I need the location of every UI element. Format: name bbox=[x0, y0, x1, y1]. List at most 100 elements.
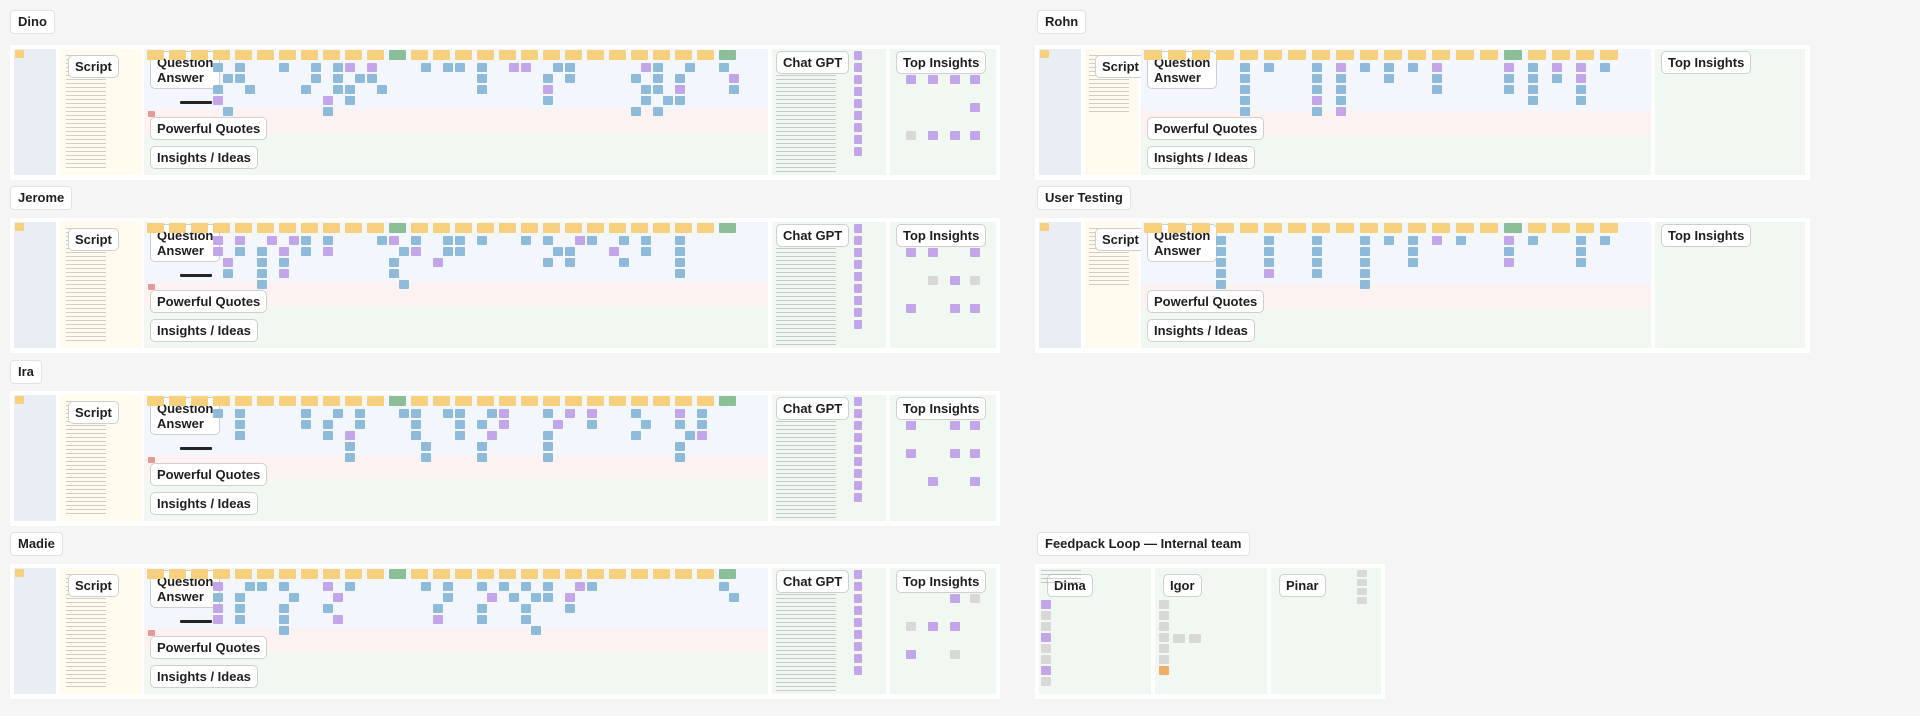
answer-sticky[interactable] bbox=[543, 409, 553, 418]
insight-sticky[interactable] bbox=[970, 421, 980, 430]
answer-sticky[interactable] bbox=[609, 247, 619, 256]
answer-sticky[interactable] bbox=[235, 431, 245, 440]
answer-sticky[interactable] bbox=[433, 604, 443, 613]
question-sticky[interactable] bbox=[697, 569, 714, 579]
answer-sticky[interactable] bbox=[631, 74, 641, 83]
question-sticky[interactable] bbox=[191, 569, 208, 579]
chat-sticky[interactable] bbox=[854, 99, 862, 108]
answer-sticky[interactable] bbox=[213, 96, 223, 105]
question-sticky[interactable] bbox=[1384, 223, 1402, 233]
question-sticky[interactable] bbox=[1192, 223, 1210, 233]
answer-sticky[interactable] bbox=[257, 269, 267, 278]
chat-sticky[interactable] bbox=[854, 618, 862, 627]
answer-sticky[interactable] bbox=[675, 74, 685, 83]
question-sticky[interactable] bbox=[1240, 50, 1258, 60]
insight-sticky[interactable] bbox=[970, 75, 980, 84]
answer-sticky[interactable] bbox=[279, 626, 289, 635]
answer-sticky[interactable] bbox=[477, 63, 487, 72]
insight-sticky[interactable] bbox=[906, 622, 916, 631]
question-sticky[interactable] bbox=[521, 223, 538, 233]
chat-sticky[interactable] bbox=[854, 284, 862, 293]
insight-sticky[interactable] bbox=[950, 594, 960, 603]
answer-sticky[interactable] bbox=[531, 626, 541, 635]
question-sticky[interactable] bbox=[1600, 50, 1618, 60]
insights-ideas-label[interactable]: Insights / Ideas bbox=[150, 665, 258, 688]
answer-sticky[interactable] bbox=[455, 236, 465, 245]
answer-sticky[interactable] bbox=[1360, 236, 1370, 245]
answer-sticky[interactable] bbox=[279, 63, 289, 72]
board-user-testing[interactable]: Script Question Answer Powerful Quotes Insi… bbox=[1035, 218, 1810, 353]
question-sticky[interactable] bbox=[1480, 50, 1498, 60]
question-sticky[interactable] bbox=[235, 223, 252, 233]
answer-sticky[interactable] bbox=[521, 63, 531, 72]
question-sticky[interactable] bbox=[565, 223, 582, 233]
chat-gpt-label[interactable]: Chat GPT bbox=[776, 397, 850, 420]
question-sticky[interactable] bbox=[367, 396, 384, 406]
answer-sticky[interactable] bbox=[553, 420, 563, 429]
answer-sticky[interactable] bbox=[1432, 63, 1442, 72]
answer-sticky[interactable] bbox=[521, 604, 531, 613]
top-insights-label[interactable]: Top Insights bbox=[1661, 224, 1752, 247]
question-sticky[interactable] bbox=[719, 50, 736, 60]
answer-sticky[interactable] bbox=[509, 593, 519, 602]
answer-sticky[interactable] bbox=[213, 593, 223, 602]
chat-sticky[interactable] bbox=[854, 570, 862, 579]
answer-sticky[interactable] bbox=[499, 420, 509, 429]
answer-sticky[interactable] bbox=[1600, 63, 1610, 72]
answer-sticky[interactable] bbox=[323, 582, 333, 591]
powerful-quotes-label[interactable]: Powerful Quotes bbox=[150, 290, 268, 313]
insight-sticky[interactable] bbox=[906, 248, 916, 257]
answer-sticky[interactable] bbox=[543, 258, 553, 267]
question-sticky[interactable] bbox=[1336, 223, 1354, 233]
answer-sticky[interactable] bbox=[1432, 85, 1442, 94]
answer-sticky[interactable] bbox=[587, 420, 597, 429]
answer-sticky[interactable] bbox=[235, 604, 245, 613]
answer-sticky[interactable] bbox=[1360, 280, 1370, 289]
answer-sticky[interactable] bbox=[433, 258, 443, 267]
question-sticky[interactable] bbox=[719, 396, 736, 406]
question-sticky[interactable] bbox=[257, 569, 274, 579]
answer-sticky[interactable] bbox=[697, 420, 707, 429]
answer-sticky[interactable] bbox=[367, 63, 377, 72]
question-sticky[interactable] bbox=[433, 223, 450, 233]
question-sticky[interactable] bbox=[1528, 50, 1546, 60]
answer-sticky[interactable] bbox=[257, 280, 267, 289]
feedback-sticky[interactable] bbox=[1041, 655, 1051, 664]
script-label[interactable]: Script bbox=[1095, 55, 1146, 78]
answer-sticky[interactable] bbox=[543, 74, 553, 83]
answer-sticky[interactable] bbox=[1552, 74, 1562, 83]
answer-sticky[interactable] bbox=[311, 63, 321, 72]
question-sticky[interactable] bbox=[521, 396, 538, 406]
answer-sticky[interactable] bbox=[653, 107, 663, 116]
answer-sticky[interactable] bbox=[1408, 247, 1418, 256]
answer-sticky[interactable] bbox=[279, 604, 289, 613]
answer-sticky[interactable] bbox=[345, 85, 355, 94]
frame-title-madie[interactable]: Madie bbox=[10, 532, 63, 556]
question-sticky[interactable] bbox=[301, 50, 318, 60]
script-label[interactable]: Script bbox=[68, 574, 119, 597]
answer-sticky[interactable] bbox=[333, 615, 343, 624]
answer-sticky[interactable] bbox=[355, 409, 365, 418]
question-sticky[interactable] bbox=[169, 50, 186, 60]
top-insights-label[interactable]: Top Insights bbox=[896, 51, 987, 74]
answer-sticky[interactable] bbox=[345, 453, 355, 462]
answer-sticky[interactable] bbox=[575, 582, 585, 591]
insight-sticky[interactable] bbox=[970, 304, 980, 313]
answer-sticky[interactable] bbox=[257, 582, 267, 591]
question-sticky[interactable] bbox=[213, 223, 230, 233]
question-sticky[interactable] bbox=[543, 50, 560, 60]
answer-sticky[interactable] bbox=[477, 582, 487, 591]
chat-sticky[interactable] bbox=[854, 260, 862, 269]
answer-sticky[interactable] bbox=[1216, 247, 1226, 256]
answer-sticky[interactable] bbox=[333, 85, 343, 94]
answer-sticky[interactable] bbox=[729, 85, 739, 94]
answer-sticky[interactable] bbox=[1336, 74, 1346, 83]
question-sticky[interactable] bbox=[675, 50, 692, 60]
question-sticky[interactable] bbox=[235, 569, 252, 579]
feedback-sticky[interactable] bbox=[1041, 644, 1051, 653]
question-sticky[interactable] bbox=[1504, 223, 1522, 233]
question-sticky[interactable] bbox=[235, 50, 252, 60]
answer-sticky[interactable] bbox=[399, 409, 409, 418]
question-sticky[interactable] bbox=[1168, 223, 1186, 233]
chat-sticky[interactable] bbox=[854, 630, 862, 639]
